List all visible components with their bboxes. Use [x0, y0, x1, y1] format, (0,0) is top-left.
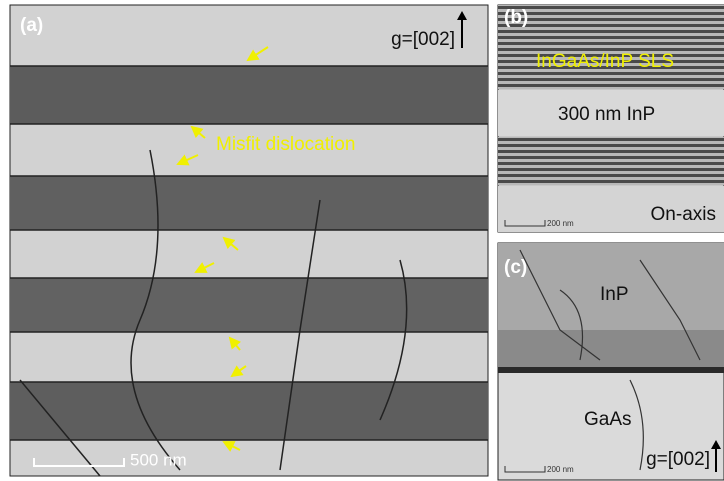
annotation: Misfit dislocation — [216, 134, 355, 155]
g-vector: g=[002] — [646, 449, 710, 470]
scale-bar-label: 200 nm — [547, 465, 574, 474]
panel-label: (b) — [504, 7, 528, 28]
panel-label: (a) — [20, 15, 43, 36]
layer-label: 300 nm InP — [558, 104, 655, 125]
orientation-label: On-axis — [651, 204, 716, 225]
panel-c: (c) InP GaAs g=[002] 200 nm — [498, 243, 724, 480]
layer-label: InGaAs/InP SLS — [536, 51, 674, 72]
scale-bar-label: 200 nm — [547, 219, 574, 228]
panel-b: (b) InGaAs/InP SLS 300 nm InP On-axis 20… — [498, 5, 724, 232]
scale-bar-label: 500 nm — [130, 450, 187, 469]
figure: (a) g=[002] Misfit dislocation 500 nm (b… — [0, 0, 724, 481]
panel-label: (c) — [504, 257, 527, 278]
g-vector: g=[002] — [391, 29, 455, 50]
panel-a: (a) g=[002] Misfit dislocation 500 nm — [10, 5, 488, 476]
layer-label: InP — [600, 284, 629, 305]
layer-label: GaAs — [584, 409, 632, 430]
